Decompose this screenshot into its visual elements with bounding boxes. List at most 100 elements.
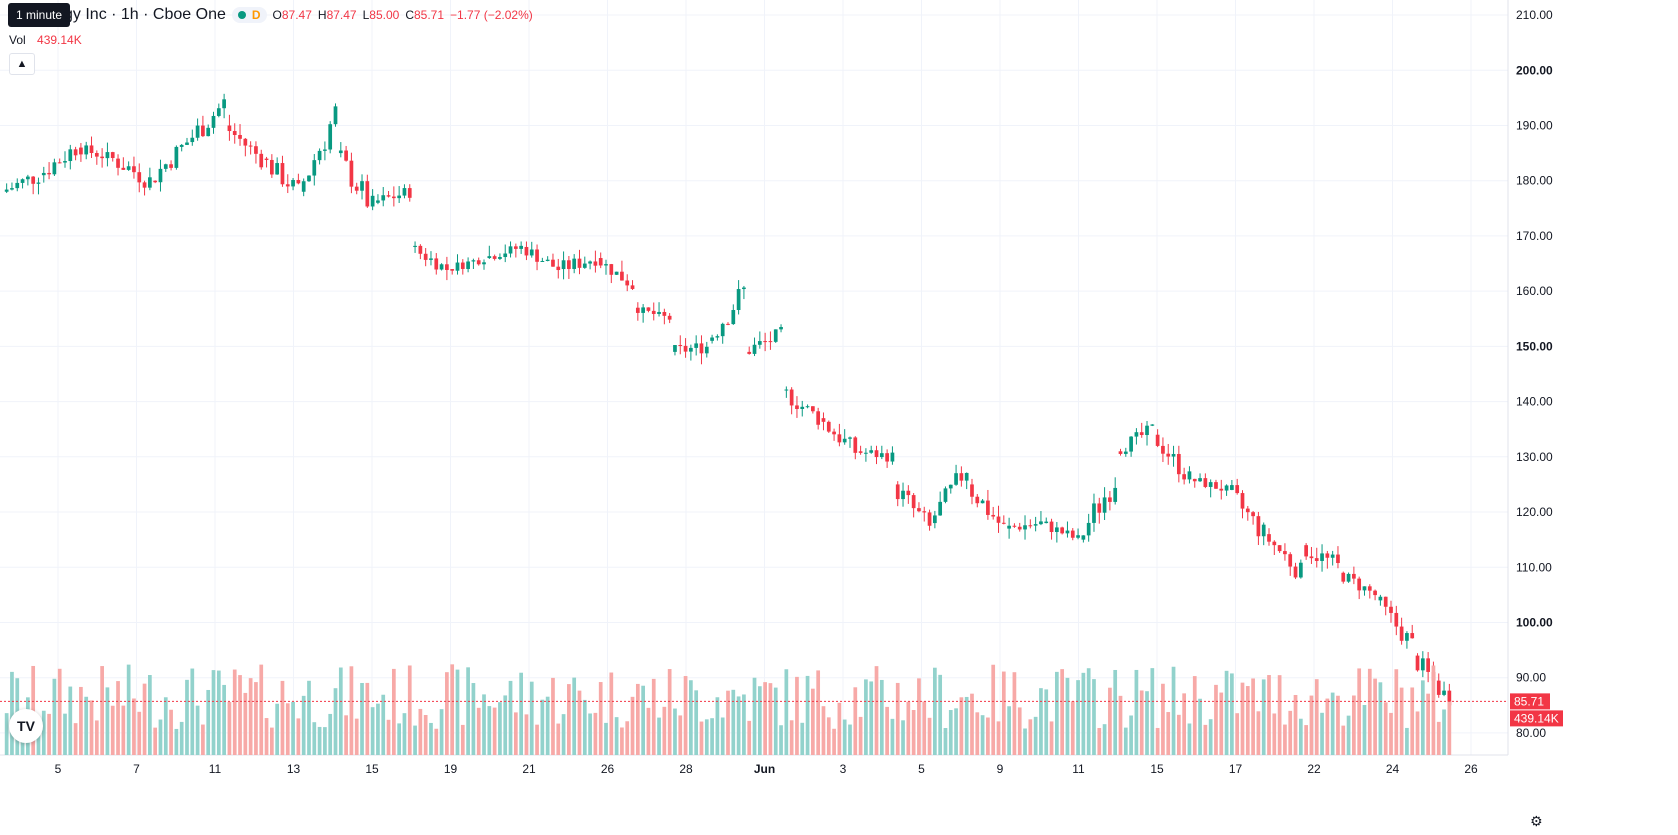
volume-bar: [360, 682, 364, 755]
volume-bar: [68, 686, 73, 755]
candle-body: [1033, 524, 1038, 526]
date-tick-label: 11: [1072, 762, 1085, 776]
volume-bar: [413, 725, 417, 755]
symbol-legend[interactable]: gy Inc · 1h · Cboe One D O87.47 H87.47 L…: [64, 6, 533, 24]
candle-body: [1092, 503, 1096, 523]
candle-body: [185, 142, 189, 145]
volume-bar: [439, 709, 444, 755]
tradingview-logo[interactable]: TV: [9, 709, 43, 743]
volume-bar: [811, 688, 815, 755]
volume-bar: [901, 720, 905, 755]
price-tick-label: 160.00: [1516, 284, 1553, 298]
candle-body: [773, 329, 778, 342]
volume-bar: [275, 703, 280, 755]
volume-bar: [116, 681, 120, 755]
candle-body: [142, 182, 147, 188]
candle-body: [1442, 690, 1446, 695]
candle-body: [1123, 451, 1128, 454]
volume-bar: [386, 719, 391, 755]
candle-body: [593, 261, 598, 266]
volume-bar: [922, 701, 927, 755]
volume-bar: [853, 687, 858, 755]
volume-bar: [1118, 695, 1123, 755]
candle-body: [1383, 596, 1388, 607]
candle-body: [1086, 522, 1091, 536]
price-tick-label: 180.00: [1516, 174, 1553, 188]
volume-bar: [57, 668, 62, 755]
price-tick-label: 170.00: [1516, 229, 1553, 243]
candle-body: [1283, 551, 1287, 555]
price-tick-label: 110.00: [1516, 560, 1552, 574]
volume-bar: [1410, 687, 1415, 755]
candle-body: [79, 147, 83, 155]
volume-bar: [1017, 707, 1022, 755]
candle-body: [1426, 658, 1430, 672]
candle-body: [285, 184, 290, 187]
gear-icon[interactable]: ⚙: [1530, 813, 1543, 829]
open-value: 87.47: [281, 8, 312, 22]
candle-body: [445, 264, 449, 270]
volume-bar: [1028, 719, 1033, 755]
volume-bar: [540, 699, 545, 755]
volume-bar: [545, 696, 550, 755]
volume-bar: [1070, 701, 1075, 755]
volume-bar: [1367, 668, 1372, 755]
candle-body: [1399, 626, 1404, 641]
candle-body: [328, 124, 333, 150]
volume-bar: [259, 664, 264, 755]
volume-bar: [699, 721, 704, 755]
candle-body: [222, 99, 226, 109]
volume-bar: [243, 692, 248, 755]
volume-bar: [269, 727, 274, 755]
last-volume-badge: [1510, 710, 1563, 727]
volume-bar: [455, 669, 460, 755]
volume-bar: [402, 713, 407, 755]
candle-body: [179, 144, 184, 147]
candle-body: [635, 307, 640, 313]
market-status-badge[interactable]: D: [231, 7, 267, 23]
candle-body: [901, 490, 905, 500]
chevron-up-icon[interactable]: ▲: [9, 53, 35, 75]
candle-body: [938, 501, 943, 516]
volume-bar: [296, 718, 301, 755]
volume-bar: [630, 696, 635, 755]
volume-label: Vol: [9, 33, 26, 47]
candle-body: [1224, 485, 1229, 491]
candle-body: [63, 161, 67, 163]
volume-bar: [63, 713, 67, 755]
volume-legend[interactable]: Vol 439.14K: [9, 33, 82, 47]
volume-bar: [752, 677, 757, 755]
candle-body: [487, 256, 492, 259]
volume-bar: [121, 705, 126, 755]
volume-bar: [1256, 711, 1261, 755]
date-tick-label: 17: [1229, 762, 1243, 776]
candle-body: [434, 258, 439, 270]
candle-body: [757, 341, 762, 345]
price-tick-label: 200.00: [1516, 63, 1553, 77]
volume-bar: [598, 682, 603, 755]
candle-body: [1330, 554, 1335, 558]
volume-bar: [1277, 675, 1282, 755]
candle-body: [1304, 545, 1308, 557]
volume-bar: [264, 718, 269, 755]
candle-body: [333, 106, 338, 125]
volume-bar: [948, 710, 953, 755]
candle-body: [174, 146, 179, 168]
volume-bar: [832, 728, 836, 755]
candle-body: [26, 176, 30, 180]
candle-body: [1150, 424, 1155, 426]
volume-bar: [895, 682, 900, 755]
candle-body: [917, 508, 921, 512]
candle-body: [895, 484, 900, 500]
volume-bar: [254, 682, 258, 755]
date-tick-label: 11: [209, 762, 222, 776]
volume-bar: [620, 727, 624, 755]
candle-body: [1267, 534, 1271, 542]
volume-bar: [848, 724, 852, 755]
volume-bar: [248, 678, 253, 755]
candle-body: [1219, 488, 1224, 491]
candle-body: [1235, 485, 1240, 494]
candle-body: [1065, 530, 1070, 534]
candle-body: [1118, 451, 1123, 454]
